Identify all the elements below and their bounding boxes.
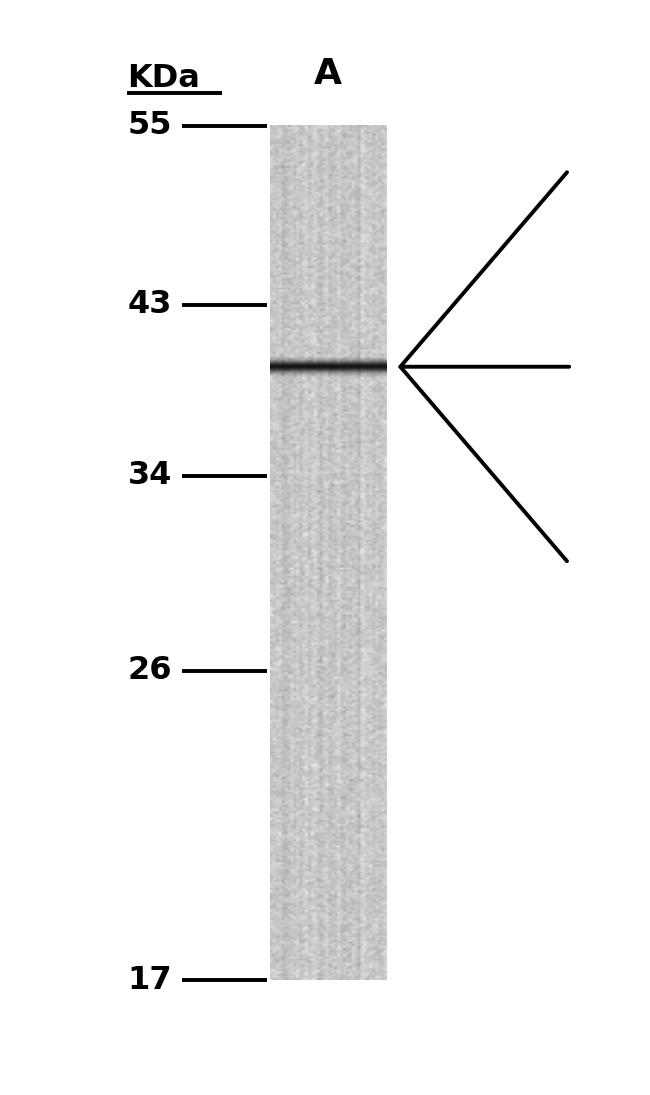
Text: 26: 26 bbox=[128, 656, 172, 687]
Text: KDa: KDa bbox=[127, 64, 200, 94]
Text: 55: 55 bbox=[128, 111, 172, 141]
Text: 34: 34 bbox=[128, 460, 172, 492]
Text: 17: 17 bbox=[127, 965, 172, 995]
Text: A: A bbox=[314, 57, 343, 92]
Text: 43: 43 bbox=[128, 289, 172, 321]
